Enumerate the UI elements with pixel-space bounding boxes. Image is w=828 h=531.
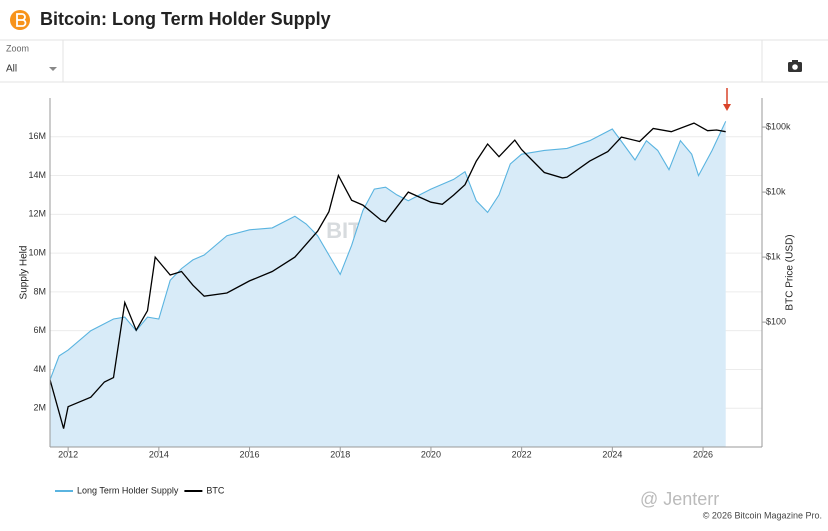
legend-label: Long Term Holder Supply (77, 485, 179, 495)
y2-axis-title: BTC Price (USD) (785, 234, 796, 310)
chart: BITCOIN MAGAZINE PRO2M4M6M8M10M12M14M16M… (19, 98, 796, 495)
area (50, 121, 726, 448)
y2-tick-label: $10k (766, 186, 786, 196)
y-tick-label: 10M (28, 247, 46, 257)
camera-lens[interactable] (792, 64, 798, 70)
camera-button[interactable] (788, 60, 802, 72)
y2-tick-label: $100k (766, 121, 791, 131)
credit: © 2026 Bitcoin Magazine Pro. (703, 510, 822, 520)
x-tick-label: 2024 (602, 449, 622, 459)
y-tick-label: 6M (33, 325, 46, 335)
x-tick-label: 2018 (330, 449, 350, 459)
x-tick-label: 2022 (512, 449, 532, 459)
overlay-handle: @ Jenterr (640, 489, 719, 509)
y2-tick-label: $1k (766, 251, 781, 261)
x-tick-label: 2016 (240, 449, 260, 459)
x-tick-label: 2012 (58, 449, 78, 459)
y-tick-label: 2M (33, 403, 46, 413)
zoom-label: Zoom (6, 43, 29, 53)
bitcoin-icon-glyph (16, 13, 27, 27)
series-line (49, 121, 727, 381)
y-tick-label: 12M (28, 209, 46, 219)
series-line (49, 122, 726, 429)
y-axis-title: Supply Held (19, 246, 30, 300)
y-tick-label: 8M (33, 286, 46, 296)
camera-top[interactable] (792, 60, 798, 63)
x-tick-label: 2020 (421, 449, 441, 459)
zoom-select[interactable]: All (6, 64, 17, 75)
y-tick-label: 14M (28, 170, 46, 180)
annotation-arrow-head (723, 104, 731, 111)
page-title: Bitcoin: Long Term Holder Supply (40, 9, 331, 29)
y2-tick-label: $100 (766, 316, 786, 326)
y-tick-label: 16M (28, 131, 46, 141)
y-tick-label: 4M (33, 364, 46, 374)
x-tick-label: 2026 (693, 449, 713, 459)
legend-label: BTC (206, 485, 225, 495)
x-tick-label: 2014 (149, 449, 169, 459)
dropdown-caret[interactable] (49, 67, 57, 71)
